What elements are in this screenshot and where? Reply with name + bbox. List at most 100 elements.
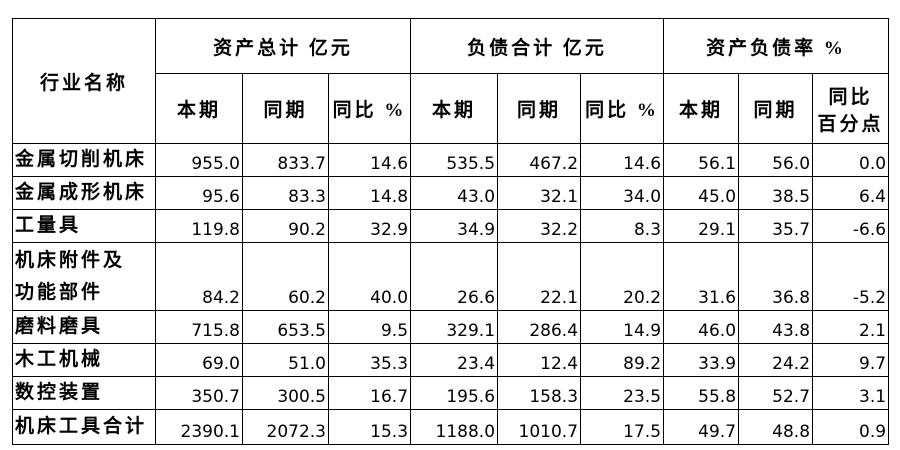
group-title: 资产负债率 % [663, 18, 890, 74]
text-line: 同比 [828, 86, 873, 108]
cell-value: 12.4 [497, 343, 582, 377]
cell-value: 40.0 [327, 242, 412, 311]
cell-value: 36.8 [738, 242, 814, 311]
cell-value: 46.0 [663, 310, 740, 344]
sub-header: 同期 [497, 73, 582, 144]
cell-value: 0.0 [812, 143, 890, 177]
cell-value: 48.8 [738, 409, 814, 445]
cell-value: 89.2 [580, 343, 665, 377]
cell-value: 715.8 [155, 310, 243, 344]
cell-value: 158.3 [497, 376, 582, 410]
row-name: 机床附件及 功能部件 [12, 242, 156, 311]
header-row: 本期 同期 同比 % 本期 同期 同比 % 本期 同期 同比 百分点 [13, 73, 890, 144]
cell-value: 467.2 [497, 143, 582, 177]
cell-value: 14.6 [327, 143, 412, 177]
cell-value: 14.6 [580, 143, 665, 177]
row-name: 磨料磨具 [12, 310, 156, 344]
sub-header: 本期 [663, 73, 740, 144]
cell-value: 119.8 [155, 209, 243, 243]
cell-value: 16.7 [327, 376, 412, 410]
cell-value: 286.4 [497, 310, 582, 344]
data-row: 工量具 119.8 90.2 32.9 34.9 32.2 8.3 29.1 35.7 -6.6 [12, 209, 890, 243]
cell-value: 14.8 [327, 176, 412, 210]
cell-value: 23.5 [580, 376, 665, 410]
group-title: 负债合计 亿元 [410, 18, 665, 74]
cell-value: 350.7 [155, 376, 243, 410]
cell-value: 43.0 [410, 176, 499, 210]
cell-value: 60.2 [242, 242, 329, 311]
cell-value: 35.3 [327, 343, 412, 377]
cell-value: 1188.0 [410, 409, 499, 445]
cell-value: 3.1 [812, 376, 890, 410]
sub-header: 同期 [738, 73, 814, 144]
cell-value: 38.5 [738, 176, 814, 210]
name-header: 行业名称 [12, 18, 156, 144]
cell-value: 2390.1 [155, 409, 243, 445]
cell-value: 6.4 [812, 176, 890, 210]
cell-value: 49.7 [663, 409, 740, 445]
cell-value: 955.0 [155, 143, 243, 177]
cell-value: 69.0 [155, 343, 243, 377]
cell-value: 535.5 [410, 143, 499, 177]
cell-value: 9.5 [327, 310, 412, 344]
data-row: 木工机械 69.0 51.0 35.3 23.4 12.4 89.2 33.9 24.2 9.7 [12, 343, 890, 377]
sub-header: 同比 百分点 [812, 73, 890, 144]
cell-value: 43.8 [738, 310, 814, 344]
sub-header: 本期 [155, 73, 243, 144]
sub-header: 同比 % [580, 73, 665, 144]
sub-header: 本期 [410, 73, 499, 144]
row-name: 工量具 [12, 209, 156, 243]
header-row: 行业名称 资产总计 亿元 负债合计 亿元 资产负债率 % [12, 18, 890, 144]
cell-value: 14.9 [580, 310, 665, 344]
cell-value: 34.0 [580, 176, 665, 210]
data-row: 数控装置 350.7 300.5 16.7 195.6 158.3 23.5 55.8 52.7… [12, 376, 890, 410]
data-row: 金属成形机床 95.6 83.3 14.8 43.0 32.1 34.0 45.0 38.5 6.… [12, 176, 890, 210]
cell-value: 26.6 [410, 242, 499, 311]
cell-value: 45.0 [663, 176, 740, 210]
cell-value: 653.5 [242, 310, 329, 344]
table-body: 行业名称 资产总计 亿元 负债合计 亿元 资产负债率 % 本期 同期 同比 % 本期同… [12, 18, 890, 445]
cell-value: 300.5 [242, 376, 329, 410]
cell-value: 31.6 [663, 242, 740, 311]
data-row: 机床附件及 功能部件 84.2 60.2 40.0 26.6 22.1 20.2 31.6 36.… [12, 242, 890, 311]
cell-value: 17.5 [580, 409, 665, 445]
text-line: 功能部件 [15, 281, 104, 303]
cell-value: 51.0 [242, 343, 329, 377]
cell-value: 2.1 [812, 310, 890, 344]
row-name: 数控装置 [12, 376, 156, 410]
cell-value: -6.6 [812, 209, 890, 243]
row-name: 金属切削机床 [12, 143, 156, 177]
cell-value: 195.6 [410, 376, 499, 410]
sub-header: 同比 % [327, 73, 412, 144]
cell-value: 55.8 [663, 376, 740, 410]
cell-value: 90.2 [242, 209, 329, 243]
cell-value: 1010.7 [497, 409, 582, 445]
data-row: 金属切削机床 955.0 833.7 14.6 535.5 467.2 14.6 56.1 56… [12, 143, 890, 177]
cell-value: 35.7 [738, 209, 814, 243]
text-line: 机床附件及 [15, 249, 126, 271]
cell-value: 32.1 [497, 176, 582, 210]
data-table: 行业名称 资产总计 亿元 负债合计 亿元 资产负债率 % 本期 同期 同比 % 本期同… [12, 18, 890, 445]
cell-value: 2072.3 [242, 409, 329, 445]
cell-value: 34.9 [410, 209, 499, 243]
cell-value: 24.2 [738, 343, 814, 377]
cell-value: 9.7 [812, 343, 890, 377]
cell-value: 22.1 [497, 242, 582, 311]
cell-value: 84.2 [155, 242, 243, 311]
cell-value: 15.3 [327, 409, 412, 445]
row-name: 木工机械 [12, 343, 156, 377]
cell-value: 83.3 [242, 176, 329, 210]
cell-value: 20.2 [580, 242, 665, 311]
cell-value: 32.9 [327, 209, 412, 243]
data-row: 磨料磨具 715.8 653.5 9.5 329.1 286.4 14.9 46.0 43.8 2… [12, 310, 890, 344]
cell-value: 32.2 [497, 209, 582, 243]
group-title: 资产总计 亿元 [154, 18, 412, 74]
cell-value: 329.1 [410, 310, 499, 344]
text-line: 百分点 [817, 113, 884, 135]
cell-value: 23.4 [410, 343, 499, 377]
cell-value: 33.9 [663, 343, 740, 377]
row-name: 机床工具合计 [12, 409, 156, 445]
data-row: 机床工具合计 2390.1 2072.3 15.3 1188.0 1010.7 17.5 49… [12, 409, 890, 445]
cell-value: 56.1 [663, 143, 740, 177]
